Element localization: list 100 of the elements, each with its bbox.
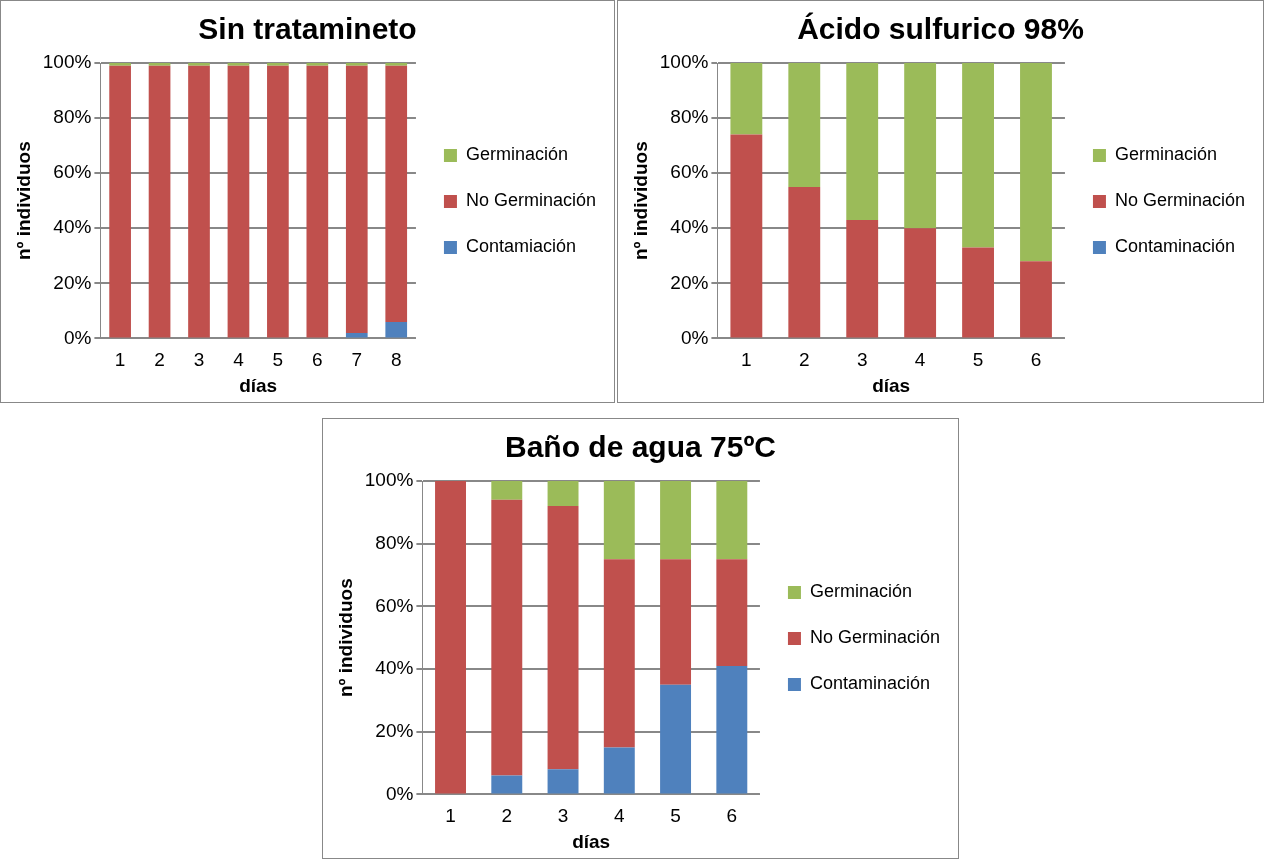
x-tick-label: 4 (614, 805, 626, 827)
legend-label: Contamiación (465, 236, 577, 257)
x-tick-label: 2 (501, 805, 513, 827)
y-tick-label: 40% (375, 657, 414, 679)
bar (660, 684, 692, 794)
x-tick-label: 6 (726, 805, 738, 827)
y-tick-label: 20% (375, 719, 414, 741)
bar (547, 769, 579, 794)
bar (491, 481, 523, 500)
y-tick-label: 0% (680, 326, 709, 348)
x-tick-label: 3 (856, 349, 868, 371)
bar (491, 499, 523, 776)
y-tick-label: 60% (670, 161, 709, 183)
legend-label: Contaminación (809, 673, 931, 694)
y-tick-label: 100% (42, 51, 92, 73)
bar (267, 63, 289, 66)
bar (547, 506, 579, 770)
bar (148, 63, 171, 66)
bar (491, 775, 523, 794)
x-tick-label: 6 (312, 349, 323, 371)
y-axis-title: nº individuos (12, 141, 34, 261)
x-tick-label: 4 (914, 349, 926, 371)
bar (904, 228, 937, 338)
chart-title: Ácido sulfurico 98% (797, 12, 1084, 46)
x-tick-label: 5 (272, 349, 284, 371)
bar (345, 332, 368, 338)
bar (660, 559, 692, 685)
y-tick-label: 0% (385, 782, 414, 804)
bar (306, 65, 329, 338)
y-tick-label: 80% (53, 106, 92, 128)
bar (788, 186, 821, 338)
bar (345, 65, 368, 333)
bar (227, 63, 250, 66)
y-tick-label: 20% (670, 271, 709, 293)
bar (846, 219, 879, 338)
bar (603, 559, 635, 748)
bar (904, 63, 937, 229)
bar (1020, 63, 1052, 262)
bar (716, 559, 748, 666)
x-tick-label: 5 (972, 349, 984, 371)
bar (1020, 261, 1052, 338)
bar (603, 747, 635, 794)
bar (547, 481, 579, 507)
bar (962, 247, 994, 338)
x-tick-label: 6 (1030, 349, 1042, 371)
bar (730, 134, 763, 338)
y-tick-label: 100% (364, 469, 414, 491)
x-tick-label: 8 (390, 349, 402, 371)
legend-label: Germinación (465, 144, 568, 165)
y-tick-label: 60% (375, 594, 414, 616)
bar (788, 63, 821, 187)
legend-label: No Germinación (809, 627, 941, 648)
y-tick-label: 60% (53, 161, 92, 183)
bar (148, 65, 171, 338)
bar (435, 481, 466, 794)
x-tick-label: 5 (670, 805, 681, 827)
bar (962, 63, 994, 248)
bar (385, 321, 408, 338)
x-tick-label: 1 (114, 349, 126, 371)
x-tick-label: 4 (233, 349, 245, 371)
legend-label: Germinación (809, 581, 912, 602)
bar (267, 65, 289, 338)
bar (345, 63, 368, 66)
bar (716, 481, 748, 560)
x-tick-label: 2 (154, 349, 165, 371)
bar (660, 481, 692, 560)
y-axis-title: nº individuos (629, 141, 651, 261)
bar (306, 63, 329, 66)
x-tick-label: 2 (798, 349, 810, 371)
bar (385, 63, 408, 66)
chart-title: Baño de agua 75ºC (504, 430, 777, 464)
x-tick-label: 3 (193, 349, 205, 371)
x-tick-label: 1 (445, 805, 456, 827)
legend-label: No Germinación (1114, 190, 1246, 211)
bar (227, 65, 250, 338)
y-tick-label: 80% (375, 531, 414, 553)
y-axis-title: nº individuos (334, 578, 356, 698)
x-axis-title: días (572, 830, 611, 852)
x-axis-title: días (239, 374, 278, 396)
bar (716, 665, 748, 794)
y-tick-label: 20% (53, 271, 92, 293)
x-tick-label: 7 (351, 349, 363, 371)
x-tick-label: 3 (557, 805, 569, 827)
bar (730, 63, 763, 135)
chart-title: Sin tratamineto (198, 12, 417, 46)
legend-label: Germinación (1114, 144, 1217, 165)
bar (188, 63, 210, 66)
y-tick-label: 40% (670, 216, 709, 238)
y-tick-label: 40% (53, 216, 92, 238)
y-tick-label: 0% (63, 326, 92, 348)
bar (109, 65, 131, 338)
legend-label: Contaminación (1114, 236, 1236, 257)
legend-label: No Germinación (465, 190, 597, 211)
bar (385, 65, 408, 322)
x-axis-title: días (872, 374, 911, 396)
bar (846, 63, 879, 220)
y-tick-label: 100% (659, 51, 709, 73)
y-tick-label: 80% (670, 106, 709, 128)
bar (603, 481, 635, 560)
bar (188, 65, 210, 338)
